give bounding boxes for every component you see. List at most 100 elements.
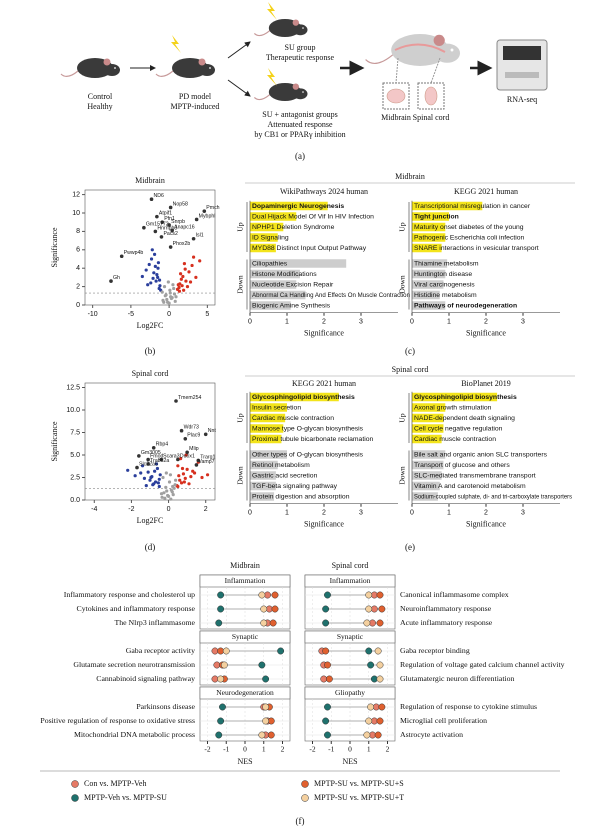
labeled-point: [137, 454, 141, 458]
bar: [412, 259, 448, 268]
mouse-ear: [292, 19, 299, 26]
labeled-point: [194, 217, 199, 222]
bar-label: Thiamine metabolism: [414, 260, 479, 267]
bar: [412, 280, 444, 289]
row-label: Gaba receptor activity: [126, 646, 195, 655]
point: [200, 475, 204, 480]
bar-label: Gastric acid secretion: [252, 472, 318, 479]
labeled-point: [142, 225, 146, 230]
chart-title: BioPlanet 2019: [461, 379, 511, 388]
bar-label: Nucleotide Excision Repair: [252, 281, 334, 288]
point: [166, 494, 171, 498]
point: [178, 478, 182, 482]
point: [187, 482, 191, 486]
point: [169, 296, 174, 301]
bar: [412, 413, 444, 423]
point: [164, 485, 168, 489]
panel-title: Inflammation: [225, 576, 266, 585]
dot: [267, 731, 275, 739]
point: [155, 273, 159, 277]
bar-label: NPHP1 Deletion Syndrome: [252, 224, 335, 231]
gene-label: Isl1: [196, 233, 204, 239]
point: [157, 484, 161, 489]
chart-title: KEGG 2021 human: [292, 379, 356, 388]
arrow: [227, 41, 251, 59]
bar: [250, 212, 297, 221]
mouse-tail: [60, 70, 79, 77]
point: [171, 493, 175, 497]
x-tick-label: -4: [91, 506, 97, 513]
diagram-label: PD model: [179, 92, 212, 101]
dot: [262, 675, 270, 683]
bar: [412, 301, 446, 310]
row-label: Canonical inflammasome complex: [400, 590, 509, 599]
bar-label: Transcriptional misregulation in cancer: [414, 203, 531, 210]
bar: [412, 492, 438, 501]
point: [170, 490, 174, 494]
bar: [250, 243, 276, 253]
group-label: Down: [398, 275, 407, 294]
point: [185, 285, 190, 289]
point: [198, 259, 202, 263]
dot: [376, 619, 384, 627]
x-tick-label: 2: [484, 510, 488, 517]
dot: [217, 605, 225, 613]
x-tick-label: 0: [410, 510, 414, 517]
bar: [412, 460, 444, 470]
dot: [277, 647, 285, 655]
x-tick-label: 2: [281, 745, 285, 754]
bar: [250, 290, 306, 300]
dot: [374, 647, 382, 655]
diagram-label: by CB1 or PPARγ inhibition: [254, 130, 345, 139]
x-tick-label: 0: [410, 319, 414, 326]
bar: [412, 434, 442, 444]
gene-label: Nop58: [173, 201, 188, 207]
caption: (d): [145, 542, 156, 552]
labeled-point: [167, 223, 171, 227]
x-tick-label: 0: [248, 319, 252, 326]
bar-label: TGF-beta signaling pathway: [252, 483, 338, 490]
point: [177, 285, 181, 290]
x-tick-label: -2: [204, 745, 210, 754]
mouse-eye: [209, 67, 211, 69]
legend-swatch: [71, 780, 79, 788]
caption: (f): [296, 816, 305, 826]
skeleton: [394, 43, 446, 53]
y-tick-label: 6: [76, 247, 80, 254]
bar-label: Other types of O-glycan biosynthesis: [252, 451, 364, 458]
mouse-tail: [253, 30, 271, 37]
gene-label: Pmch: [206, 205, 219, 211]
point: [171, 484, 175, 489]
labeled-point: [109, 279, 113, 283]
bar-label: Pathogenic Escherichia coli infection: [414, 234, 525, 241]
mouse-tail: [365, 54, 394, 65]
dot: [376, 675, 384, 683]
labeled-point: [153, 229, 158, 234]
dot: [376, 591, 384, 599]
bar: [250, 259, 347, 268]
row-label: Glutamatergic neuron differentiation: [400, 674, 515, 683]
x-axis-label: Log2FC: [137, 516, 164, 525]
point: [172, 286, 176, 291]
bar: [250, 280, 297, 289]
bar-label: Glycosphingolipid biosynthesis: [414, 394, 517, 401]
sequencer-tray: [505, 72, 539, 78]
bar: [250, 471, 276, 480]
legend-label: MPTP-Veh vs. MPTP-SU: [84, 793, 167, 802]
dot: [260, 605, 268, 613]
dot: [322, 619, 330, 627]
y-tick-label: 12: [72, 191, 80, 198]
bar-label: Sodium-coupled sulphate, di- and tri-car…: [414, 493, 573, 500]
region-title: Midbrain: [230, 561, 260, 570]
x-tick-label: -5: [128, 311, 134, 318]
mouse-head: [199, 64, 215, 76]
bar: [412, 450, 446, 459]
point: [155, 466, 160, 471]
dot: [365, 591, 373, 599]
y-tick-label: 0.0: [70, 497, 80, 504]
x-tick-label: 2: [484, 319, 488, 326]
dot: [376, 661, 384, 669]
row-label: Astrocyte activation: [400, 730, 463, 739]
dot: [322, 605, 330, 613]
